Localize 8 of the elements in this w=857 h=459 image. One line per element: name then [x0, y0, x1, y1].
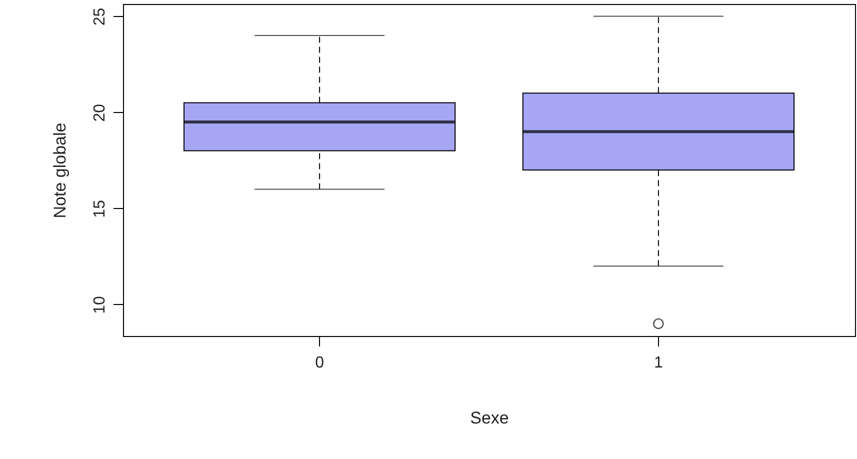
y-tick-label: 20 — [92, 104, 108, 122]
y-tick-label: 10 — [92, 296, 108, 314]
x-axis-title: Sexe — [470, 408, 509, 428]
x-tick-label: 1 — [654, 354, 663, 372]
y-tick-label: 25 — [92, 8, 108, 26]
y-tick-label: 15 — [92, 200, 108, 218]
y-axis-title: Note globale — [50, 122, 70, 218]
x-tick-label: 0 — [315, 354, 324, 372]
